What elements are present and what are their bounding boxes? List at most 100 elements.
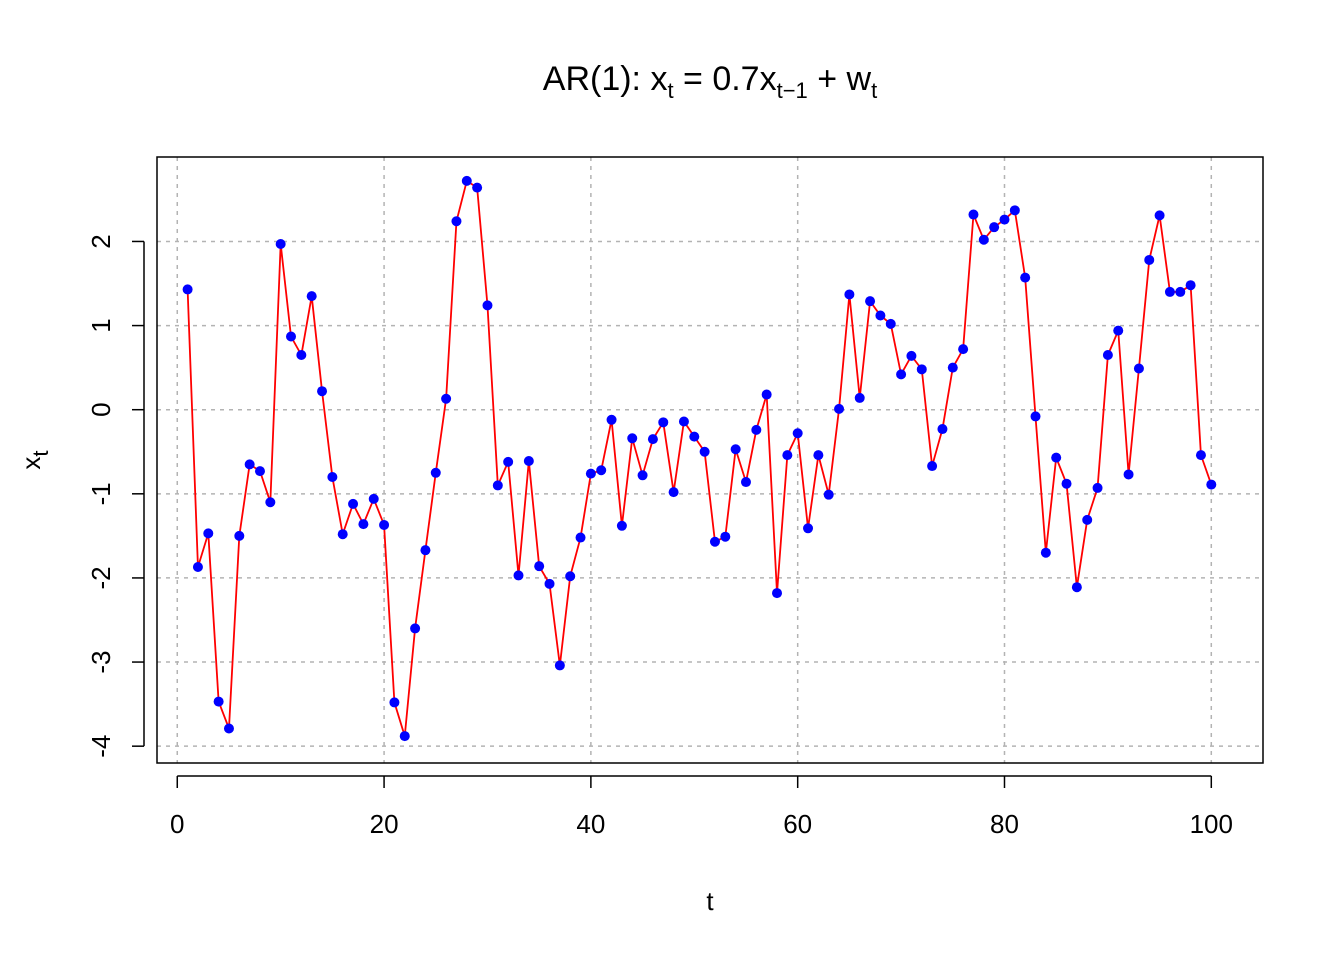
data-point-25 bbox=[430, 467, 441, 478]
y-tick-label-3: -1 bbox=[86, 482, 116, 505]
data-point-41 bbox=[596, 465, 607, 476]
data-point-97 bbox=[1175, 286, 1186, 297]
data-point-100 bbox=[1206, 479, 1217, 490]
data-point-37 bbox=[554, 660, 565, 671]
data-point-80 bbox=[999, 214, 1010, 225]
data-point-77 bbox=[968, 209, 979, 220]
data-point-32 bbox=[503, 456, 514, 467]
data-point-76 bbox=[958, 344, 969, 355]
data-point-95 bbox=[1154, 210, 1165, 221]
plot-frame bbox=[156, 156, 1264, 764]
data-point-12 bbox=[296, 350, 307, 361]
data-point-14 bbox=[317, 386, 328, 397]
data-point-51 bbox=[699, 446, 710, 457]
title-sub-2: t−1 bbox=[777, 78, 808, 103]
y-tick-label-6: 2 bbox=[86, 234, 116, 248]
data-point-56 bbox=[751, 424, 762, 435]
y-tick-label-5: 1 bbox=[86, 318, 116, 332]
title-sub-1: t bbox=[667, 78, 673, 103]
data-point-9 bbox=[265, 497, 276, 508]
y-tick-label-0: -4 bbox=[86, 735, 116, 758]
data-point-66 bbox=[854, 392, 865, 403]
data-point-92 bbox=[1123, 469, 1134, 480]
data-point-33 bbox=[513, 570, 524, 581]
data-point-50 bbox=[689, 431, 700, 442]
data-point-44 bbox=[627, 433, 638, 444]
data-point-15 bbox=[327, 471, 338, 482]
data-point-81 bbox=[1009, 205, 1020, 216]
data-point-3 bbox=[203, 528, 214, 539]
data-point-73 bbox=[927, 461, 938, 472]
grid-lines bbox=[157, 157, 1263, 763]
data-point-49 bbox=[678, 416, 689, 427]
data-point-75 bbox=[947, 362, 958, 373]
data-point-47 bbox=[658, 417, 669, 428]
data-point-72 bbox=[916, 364, 927, 375]
data-point-17 bbox=[348, 498, 359, 509]
title-plus: + w bbox=[808, 60, 872, 98]
y-axis-label-base: x bbox=[16, 457, 46, 470]
data-point-96 bbox=[1164, 286, 1175, 297]
data-point-58 bbox=[772, 588, 783, 599]
data-point-21 bbox=[389, 697, 400, 708]
data-point-84 bbox=[1040, 547, 1051, 558]
data-point-78 bbox=[978, 234, 989, 245]
y-tick-label-2: -2 bbox=[86, 566, 116, 589]
data-point-67 bbox=[865, 296, 876, 307]
data-point-68 bbox=[875, 310, 886, 321]
data-point-62 bbox=[813, 450, 824, 461]
data-point-91 bbox=[1113, 325, 1124, 336]
data-point-69 bbox=[885, 318, 896, 329]
y-axis-label: xt bbox=[16, 450, 53, 469]
data-point-7 bbox=[244, 459, 255, 470]
data-point-43 bbox=[616, 520, 627, 531]
data-point-94 bbox=[1144, 254, 1155, 265]
data-point-63 bbox=[823, 489, 834, 500]
data-point-40 bbox=[585, 468, 596, 479]
y-tick-label-4: 0 bbox=[86, 402, 116, 416]
title-sub-3: t bbox=[871, 78, 877, 103]
data-points bbox=[182, 175, 1217, 742]
data-point-65 bbox=[844, 289, 855, 300]
data-point-59 bbox=[782, 450, 793, 461]
x-axis: 0 20 40 60 80 100 bbox=[170, 775, 1233, 839]
data-point-6 bbox=[234, 530, 245, 541]
data-point-11 bbox=[286, 331, 297, 342]
data-point-85 bbox=[1051, 452, 1062, 463]
x-tick-label-2: 40 bbox=[576, 809, 605, 839]
data-point-99 bbox=[1195, 450, 1206, 461]
chart-title: AR(1): xt = 0.7xt−1 + wt bbox=[543, 60, 877, 103]
data-point-89 bbox=[1092, 482, 1103, 493]
x-tick-label-4: 80 bbox=[990, 809, 1019, 839]
data-point-5 bbox=[223, 723, 234, 734]
data-point-18 bbox=[358, 519, 369, 530]
x-tick-label-3: 60 bbox=[783, 809, 812, 839]
data-point-42 bbox=[606, 414, 617, 425]
title-prefix: AR(1): x bbox=[543, 60, 668, 98]
data-point-29 bbox=[472, 182, 483, 193]
data-point-82 bbox=[1020, 272, 1031, 283]
series-line bbox=[186, 179, 1213, 737]
data-point-55 bbox=[740, 477, 751, 488]
x-tick-label-1: 20 bbox=[370, 809, 399, 839]
data-point-71 bbox=[906, 350, 917, 361]
data-point-28 bbox=[461, 175, 472, 186]
y-axis: -4 -3 -2 -1 0 1 2 bbox=[86, 234, 145, 758]
data-point-16 bbox=[337, 529, 348, 540]
data-point-1 bbox=[182, 284, 193, 295]
data-point-45 bbox=[637, 470, 648, 481]
data-point-53 bbox=[720, 531, 731, 542]
y-axis-label-sub: t bbox=[28, 450, 53, 456]
data-point-8 bbox=[254, 466, 265, 477]
data-point-90 bbox=[1102, 350, 1113, 361]
data-point-19 bbox=[368, 493, 379, 504]
data-point-61 bbox=[803, 523, 814, 534]
series-line-layer bbox=[186, 179, 1213, 737]
data-point-54 bbox=[730, 444, 741, 455]
data-point-83 bbox=[1030, 411, 1041, 422]
data-point-34 bbox=[523, 456, 534, 467]
data-point-38 bbox=[565, 571, 576, 582]
data-point-27 bbox=[451, 216, 462, 227]
data-point-52 bbox=[709, 536, 720, 547]
